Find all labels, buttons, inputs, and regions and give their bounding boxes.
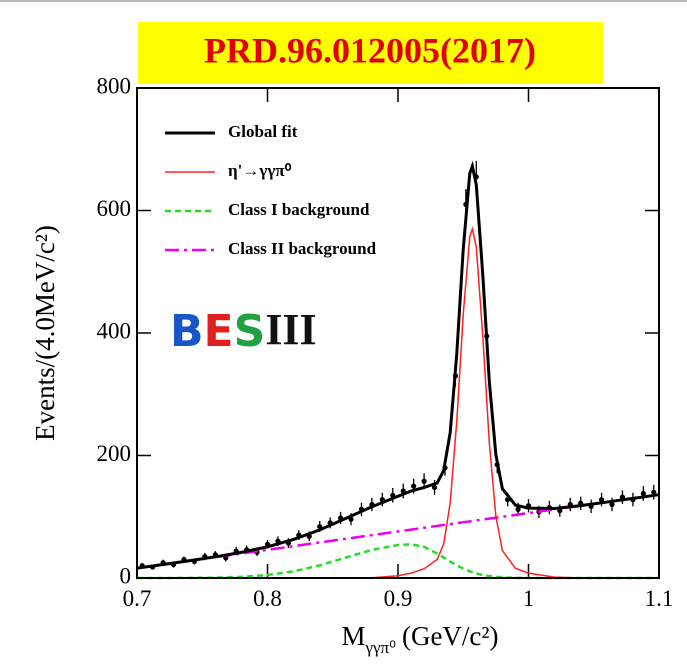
logo-part: III bbox=[265, 305, 316, 354]
logo-part: S bbox=[234, 306, 266, 357]
chart-title: PRD.96.012005(2017) bbox=[204, 30, 536, 70]
data-point bbox=[515, 506, 521, 512]
x-tick-label: 0.7 bbox=[123, 586, 152, 611]
y-tick-label: 400 bbox=[97, 318, 132, 343]
legend-label: Class I background bbox=[228, 200, 370, 219]
data-point bbox=[421, 478, 427, 484]
y-tick-label: 200 bbox=[97, 441, 132, 466]
plot-frame bbox=[136, 87, 660, 579]
x-axis-label: Mγγπ⁰ (GeV/c²) bbox=[342, 621, 499, 657]
data-point bbox=[411, 483, 417, 489]
x-label-sub: γγπ⁰ bbox=[365, 638, 397, 657]
x-label-unit: (GeV/c²) bbox=[402, 621, 499, 651]
logo-part: B bbox=[170, 306, 204, 357]
data-point bbox=[431, 484, 438, 490]
x-tick-label: 1.1 bbox=[645, 586, 674, 611]
title-banner bbox=[138, 22, 603, 84]
logo-part: E bbox=[204, 306, 234, 357]
curve bbox=[136, 493, 660, 570]
y-tick-label: 800 bbox=[97, 73, 132, 98]
logo: BESIII bbox=[170, 305, 317, 357]
x-label-main: M bbox=[342, 621, 366, 651]
legend-label: Class II background bbox=[228, 239, 377, 258]
data-point bbox=[609, 501, 615, 508]
y-tick-label: 600 bbox=[97, 196, 132, 221]
legend-label: η'→γγπ⁰ bbox=[228, 161, 292, 180]
x-tick-label: 0.9 bbox=[384, 586, 413, 611]
legend-label: Global fit bbox=[228, 122, 298, 141]
data-point bbox=[651, 489, 657, 495]
curve bbox=[136, 160, 660, 570]
y-axis-label: Events/(4.0MeV/c²) bbox=[30, 225, 60, 441]
y-tick-label: 0 bbox=[120, 563, 132, 588]
data-point bbox=[640, 490, 646, 497]
data-point bbox=[598, 497, 605, 503]
x-tick-label: 1 bbox=[523, 586, 535, 611]
x-tick-label: 0.8 bbox=[253, 586, 282, 611]
